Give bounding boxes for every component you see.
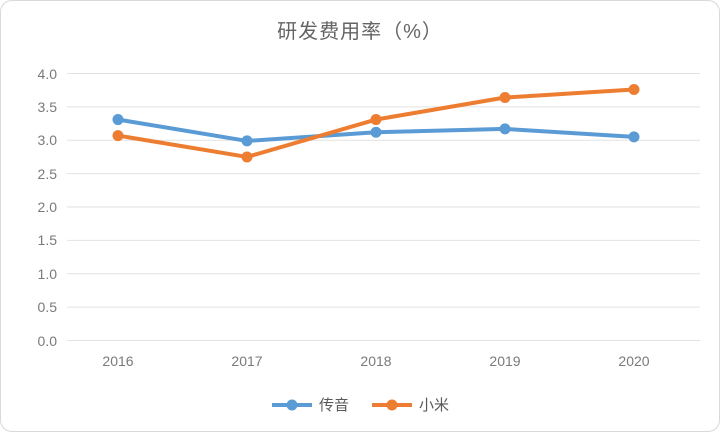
data-point-marker [112, 130, 124, 142]
data-point-marker [628, 84, 640, 96]
y-tick-label: 3.5 [37, 98, 57, 115]
y-tick-label: 2.5 [37, 165, 57, 182]
y-tick-label: 3.0 [37, 132, 57, 149]
data-point-marker [241, 135, 253, 147]
legend-line-marker-icon [271, 399, 312, 410]
x-tick-label: 2016 [102, 353, 134, 369]
x-tick-label: 2019 [489, 353, 521, 369]
legend-item-0: 传音 [271, 394, 349, 415]
y-tick-label: 4.0 [37, 65, 57, 82]
legend-label: 小米 [419, 397, 450, 414]
chart-title: 研发费用率（%） [277, 21, 443, 43]
legend-label: 传音 [318, 397, 349, 414]
x-tick-label: 2018 [360, 353, 392, 369]
data-point-marker [112, 114, 124, 126]
x-tick-label: 2020 [618, 353, 650, 369]
x-tick-label: 2017 [231, 353, 263, 369]
y-tick-label: 2.0 [37, 199, 57, 215]
data-point-marker [370, 126, 382, 138]
y-tick-label: 1.5 [37, 232, 57, 249]
y-tick-label: 1.0 [37, 265, 57, 282]
data-point-marker [628, 131, 640, 143]
y-tick-label: 0.0 [37, 332, 57, 349]
legend-line-marker-icon [372, 399, 412, 410]
data-point-marker [499, 92, 511, 104]
data-point-marker [499, 123, 511, 135]
legend: 传音 小米 [1, 394, 719, 415]
data-point-marker [370, 114, 382, 126]
data-point-marker [241, 151, 253, 163]
legend-item-1: 小米 [371, 394, 449, 415]
y-tick-label: 0.5 [37, 299, 57, 316]
